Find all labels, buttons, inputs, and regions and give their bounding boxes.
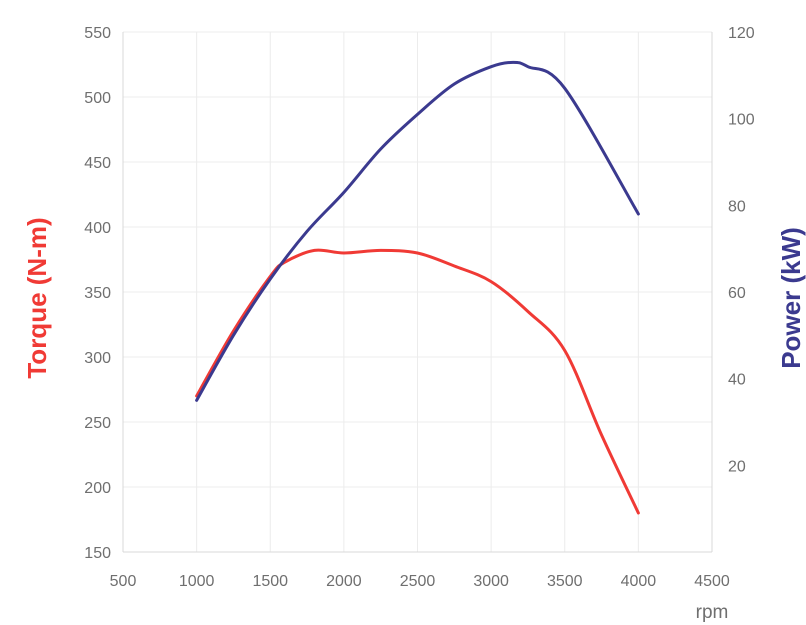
y-left-tick-label: 200 xyxy=(84,480,111,497)
y-left-tick-label: 150 xyxy=(84,545,111,562)
y-right-tick-label: 20 xyxy=(728,458,746,475)
power-series-line xyxy=(195,60,640,402)
y-right-tick-label: 120 xyxy=(728,25,755,42)
y-left-tick-label: 250 xyxy=(84,415,111,432)
y-right-tick-label: 80 xyxy=(728,198,746,215)
x-tick-label: 3000 xyxy=(473,573,509,590)
y-left-axis-title: Torque (N-m) xyxy=(22,217,52,378)
torque-series-line xyxy=(195,248,640,515)
y-left-tick-label: 500 xyxy=(84,90,111,107)
y-right-tick-label: 100 xyxy=(728,112,755,129)
y-right-axis-title: Power (kW) xyxy=(776,227,806,369)
y-left-tick-label: 550 xyxy=(84,25,111,42)
x-tick-label: 1500 xyxy=(252,573,288,590)
x-tick-label: 1000 xyxy=(179,573,215,590)
x-tick-label: 3500 xyxy=(547,573,583,590)
y-right-tick-label: 40 xyxy=(728,372,746,389)
x-axis-title: rpm xyxy=(696,602,729,623)
y-left-tick-label: 450 xyxy=(84,155,111,172)
x-tick-label: 4000 xyxy=(621,573,657,590)
y-left-tick-label: 300 xyxy=(84,350,111,367)
y-left-tick-label: 400 xyxy=(84,220,111,237)
x-tick-label: 4500 xyxy=(694,573,730,590)
x-tick-label: 2000 xyxy=(326,573,362,590)
x-tick-label: 2500 xyxy=(400,573,436,590)
y-left-tick-label: 350 xyxy=(84,285,111,302)
y-right-tick-label: 60 xyxy=(728,285,746,302)
x-tick-label: 500 xyxy=(110,573,137,590)
